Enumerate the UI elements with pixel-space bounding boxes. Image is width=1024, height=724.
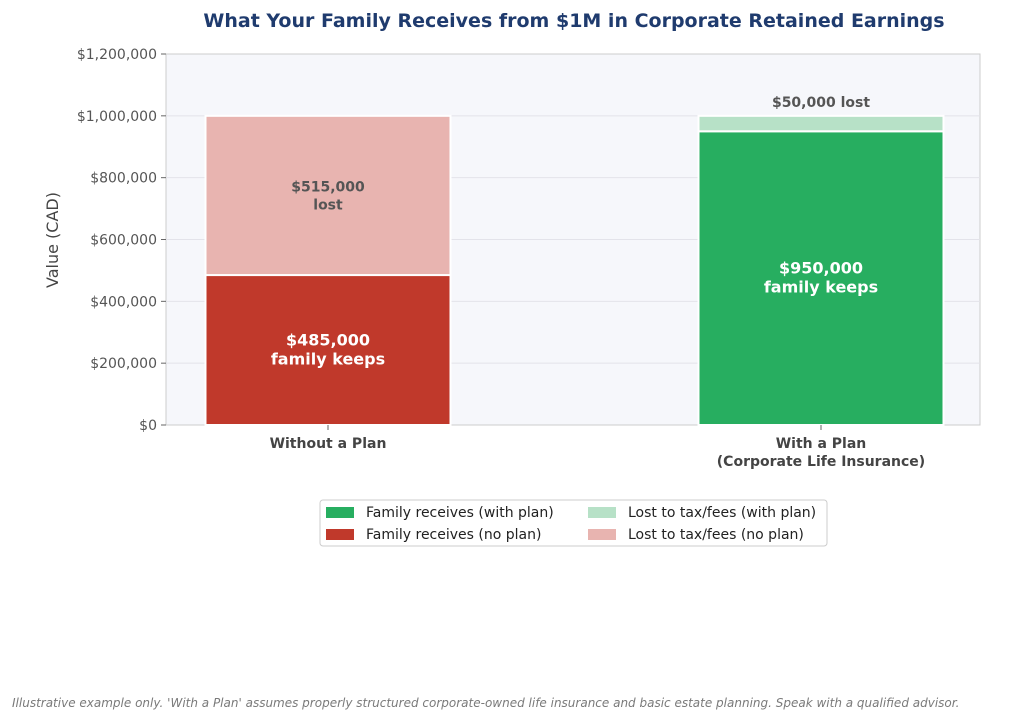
y-tick-label: $600,000 xyxy=(90,233,157,249)
y-tick-label: $800,000 xyxy=(90,171,157,187)
bars xyxy=(204,114,945,427)
y-axis-title: Value (CAD) xyxy=(43,192,62,288)
legend-swatch xyxy=(326,507,354,518)
legend: Family receives (with plan) Family receiv… xyxy=(319,499,828,547)
bar-data-label: $485,000 family keeps xyxy=(271,331,385,369)
y-tick-label: $1,200,000 xyxy=(77,47,157,63)
legend-box xyxy=(319,499,828,547)
bar-data-label: $50,000 lost xyxy=(772,95,870,111)
x-axis: Without a Plan With a Plan (Corporate Life… xyxy=(270,425,925,470)
bar-segment xyxy=(204,114,452,277)
bar-data-label: $950,000 family keeps xyxy=(764,259,878,297)
legend-swatch xyxy=(588,529,616,540)
x-tick-label: With a Plan (Corporate Life Insurance) xyxy=(717,436,925,470)
chart-title: What Your Family Receives from $1M in Co… xyxy=(203,10,944,32)
legend-label: Family receives (no plan) xyxy=(366,527,541,543)
y-tick-label: $200,000 xyxy=(90,356,157,372)
bar-segment xyxy=(697,114,945,133)
legend-label: Family receives (with plan) xyxy=(366,505,554,521)
x-tick-label: Without a Plan xyxy=(270,436,387,452)
y-tick-label: $0 xyxy=(139,418,157,434)
y-tick-label: $400,000 xyxy=(90,294,157,310)
bar-data-label: $515,000 lost xyxy=(291,179,365,213)
chart: What Your Family Receives from $1M in Co… xyxy=(43,10,981,547)
legend-swatch xyxy=(588,507,616,518)
legend-label: Lost to tax/fees (with plan) xyxy=(628,505,816,521)
legend-swatch xyxy=(326,529,354,540)
footnote: Illustrative example only. 'With a Plan'… xyxy=(12,696,960,710)
y-axis: $0 $200,000 $400,000 $600,000 $800,000 $1,000… xyxy=(77,47,166,434)
legend-label: Lost to tax/fees (no plan) xyxy=(628,527,804,543)
y-tick-label: $1,000,000 xyxy=(77,109,157,125)
bar-labels: $485,000 family keeps $515,000 lost $950,000… xyxy=(271,95,878,369)
